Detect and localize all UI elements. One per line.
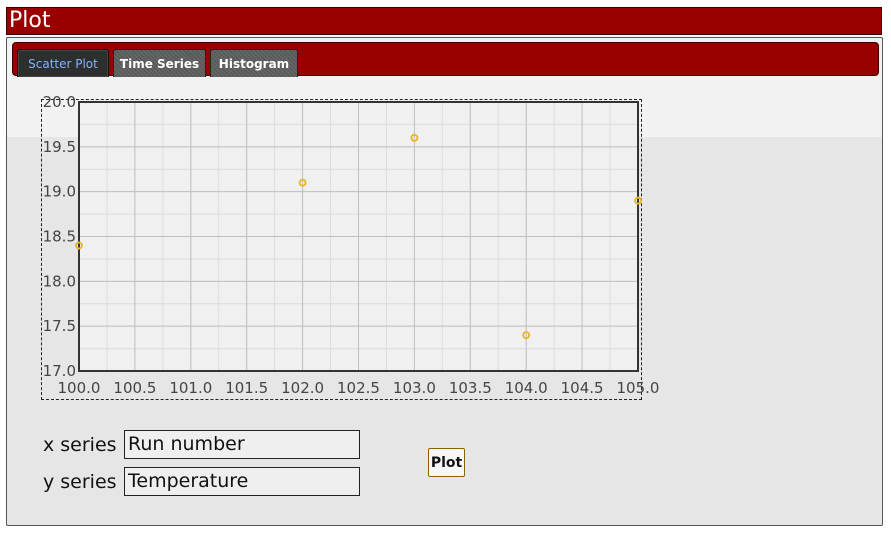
- y-tick-label: 18.0: [43, 272, 76, 290]
- x-series-field[interactable]: Run number: [124, 430, 360, 459]
- x-tick-label: 101.5: [225, 379, 268, 397]
- x-tick-label: 104.0: [505, 379, 548, 397]
- y-tick-label: 20.0: [43, 93, 76, 111]
- data-point: [75, 241, 83, 250]
- window-title: Plot: [6, 7, 882, 35]
- tab-time-series[interactable]: Time Series: [113, 49, 206, 77]
- x-tick-label: 102.5: [337, 379, 380, 397]
- x-tick-label: 100.0: [58, 379, 101, 397]
- plot-border: [78, 101, 639, 372]
- data-point: [298, 178, 307, 187]
- y-series-field[interactable]: Temperature: [124, 467, 360, 496]
- x-tick-label: 102.0: [281, 379, 324, 397]
- tab-histogram[interactable]: Histogram: [210, 49, 298, 77]
- y-tick-label: 17.5: [43, 317, 76, 335]
- data-point: [410, 133, 419, 142]
- y-tick-label: 17.0: [43, 362, 76, 380]
- data-point: [522, 331, 531, 340]
- y-tick-label: 19.5: [43, 138, 76, 156]
- y-tick-label: 18.5: [43, 228, 76, 246]
- y-tick-label: 19.0: [43, 183, 76, 201]
- tab-scatter-plot[interactable]: Scatter Plot: [17, 49, 109, 77]
- y-series-label: y series: [43, 471, 117, 493]
- plot-button[interactable]: Plot: [428, 448, 465, 477]
- x-series-label: x series: [43, 434, 117, 456]
- x-tick-label: 100.5: [113, 379, 156, 397]
- x-tick-label: 103.5: [449, 379, 492, 397]
- x-tick-label: 105.0: [617, 379, 660, 397]
- x-tick-label: 101.0: [169, 379, 212, 397]
- x-tick-label: 103.0: [393, 379, 436, 397]
- plot-selection-frame: [41, 99, 642, 400]
- x-tick-label: 104.5: [561, 379, 604, 397]
- data-point: [634, 196, 642, 205]
- tab-bar: Scatter Plot Time Series Histogram: [12, 42, 879, 77]
